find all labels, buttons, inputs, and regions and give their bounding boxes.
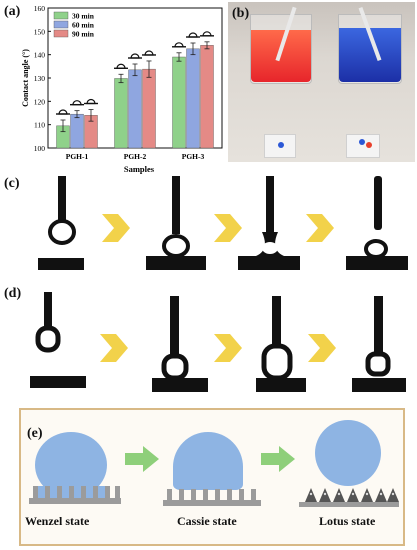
chevron-d2 bbox=[214, 334, 242, 362]
legend-swatch bbox=[53, 11, 69, 20]
chevron-c2 bbox=[214, 214, 242, 242]
frame-c2 bbox=[146, 176, 206, 270]
legend-swatch bbox=[53, 20, 69, 29]
legend-swatch bbox=[53, 29, 69, 38]
x-axis-label: Samples bbox=[124, 164, 155, 174]
beaker-photo: (b) bbox=[228, 2, 415, 162]
bar bbox=[114, 78, 128, 149]
red-liquid bbox=[251, 30, 311, 82]
category-label: PGH-1 bbox=[66, 152, 89, 161]
panel-label-c: (c) bbox=[4, 176, 20, 191]
frame-d4 bbox=[352, 296, 406, 392]
drop-red-right bbox=[366, 142, 372, 148]
wenzel-label: Wenzel state bbox=[25, 514, 90, 528]
lotus-label: Lotus state bbox=[319, 514, 376, 528]
legend-label: 30 min bbox=[72, 12, 95, 21]
chevron-c3 bbox=[306, 214, 334, 242]
drop-blue-right bbox=[359, 139, 365, 145]
frame-d1 bbox=[30, 292, 86, 388]
chevron-c1 bbox=[102, 214, 130, 242]
bar bbox=[200, 45, 214, 149]
frame-d2 bbox=[152, 296, 208, 392]
droplet-sequence-d bbox=[30, 292, 406, 392]
lotus-substrate bbox=[299, 488, 399, 507]
y-tick-label: 120 bbox=[34, 97, 46, 106]
drop-blue-left bbox=[278, 142, 284, 148]
bar bbox=[186, 48, 200, 149]
frame-c3 bbox=[238, 176, 300, 270]
frame-d3 bbox=[256, 296, 306, 392]
chevron-d3 bbox=[308, 334, 336, 362]
bar bbox=[172, 56, 186, 149]
y-tick-label: 140 bbox=[34, 51, 46, 60]
bar bbox=[128, 69, 142, 149]
y-tick-label: 160 bbox=[34, 4, 46, 13]
cassie-substrate bbox=[163, 489, 261, 506]
panel-label-e: (e) bbox=[27, 426, 43, 441]
panel-label-b: (b) bbox=[232, 6, 250, 21]
panel-label-a: (a) bbox=[4, 4, 21, 19]
legend-label: 90 min bbox=[72, 30, 95, 39]
y-tick-label: 110 bbox=[34, 121, 45, 130]
panel-a: (a) 100 110 120 130 140 150 160 Contact angle (… bbox=[0, 0, 226, 175]
y-axis-label: Contact angle (°) bbox=[21, 49, 30, 107]
bar bbox=[142, 68, 156, 149]
arrow-2 bbox=[261, 446, 295, 472]
y-tick-label: 130 bbox=[34, 74, 46, 83]
frame-c1 bbox=[38, 176, 84, 270]
sample-right bbox=[346, 134, 380, 158]
panel-label-d: (d) bbox=[4, 286, 22, 301]
contact-angle-chart: 100 110 120 130 140 150 160 Contact angle (°) Sa… bbox=[21, 4, 223, 174]
category-label: PGH-2 bbox=[124, 152, 147, 161]
cassie-droplet bbox=[173, 432, 243, 490]
droplet-sequence-c bbox=[38, 176, 408, 270]
category-label: PGH-3 bbox=[182, 152, 205, 161]
arrow-1 bbox=[125, 446, 159, 472]
y-tick-label: 100 bbox=[34, 144, 46, 153]
legend-label: 60 min bbox=[72, 21, 95, 30]
chevron-d1 bbox=[100, 334, 128, 362]
wetting-states-panel: (e) Wenzel state Cassie state bbox=[19, 408, 405, 546]
bar bbox=[70, 113, 84, 149]
cassie-label: Cassie state bbox=[177, 514, 237, 528]
y-tick-label: 150 bbox=[34, 27, 46, 36]
lotus-droplet bbox=[315, 420, 381, 486]
frame-c4 bbox=[346, 176, 408, 270]
wenzel-substrate bbox=[29, 486, 121, 504]
